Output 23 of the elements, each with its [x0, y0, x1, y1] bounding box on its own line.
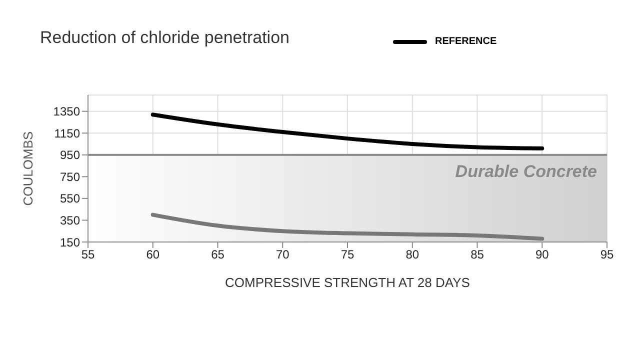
band-label: Durable Concrete: [455, 162, 597, 181]
chart-title: Reduction of chloride penetration: [40, 28, 290, 48]
y-tick-label: 750: [60, 170, 80, 184]
y-axis-title: COULOMBS: [20, 130, 36, 206]
y-tick-label: 1350: [53, 104, 80, 119]
x-tick-label: 55: [81, 248, 95, 262]
y-tick-label: 950: [60, 148, 80, 162]
x-axis-title: COMPRESSIVE STRENGTH AT 28 DAYS: [225, 275, 470, 290]
x-tick-label: 85: [470, 248, 484, 262]
x-tick-label: 60: [146, 248, 160, 262]
y-tick-label: 350: [60, 213, 80, 228]
x-tick-label: 95: [600, 248, 614, 262]
y-tick-label: 150: [60, 235, 80, 250]
x-tick-label: 75: [340, 248, 354, 262]
y-tick-label: 1150: [54, 126, 80, 140]
legend-label: REFERENCE: [435, 36, 497, 47]
x-tick-label: 90: [535, 248, 550, 262]
x-tick-label: 70: [276, 248, 290, 262]
line-series: [150, 212, 544, 241]
y-tick-label: 550: [60, 192, 80, 206]
line-series: [150, 112, 544, 150]
x-tick-label: 65: [211, 248, 225, 262]
x-tick-label: 80: [406, 248, 420, 262]
